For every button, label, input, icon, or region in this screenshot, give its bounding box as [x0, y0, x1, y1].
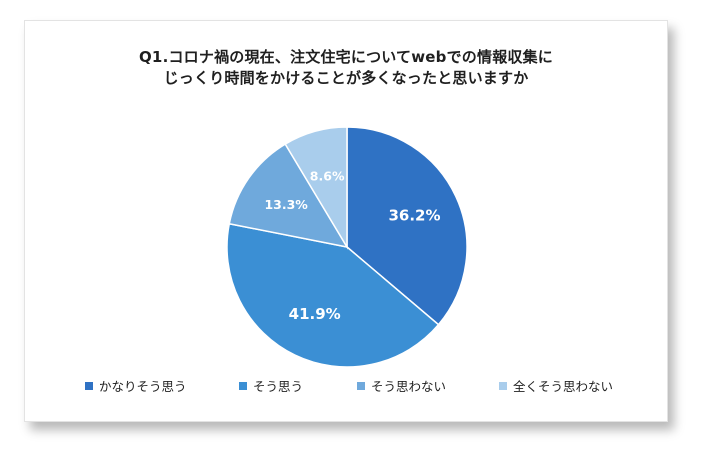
legend-swatch-3 [357, 381, 365, 390]
pie-slice-3 [228, 143, 349, 249]
legend-item-2: そう思う [239, 376, 303, 395]
chart-title-line-2: じっくり時間をかけることが多くなったと思いますか [163, 69, 529, 87]
legend-swatch-2 [239, 381, 247, 390]
pie-slice-label-2: 41.9% [289, 305, 341, 323]
chart-legend: かなりそう思う そう思う そう思わない 全くそう思わない [25, 376, 667, 396]
legend-label-1: かなりそう思う [99, 379, 187, 394]
chart-title-line-1: Q1.コロナ禍の現在、注文住宅についてwebでの情報収集に [138, 48, 553, 66]
pie-slice-4 [284, 126, 348, 250]
legend-item-4: 全くそう思わない [499, 376, 613, 395]
legend-label-3: そう思わない [371, 379, 447, 394]
pie-slice-label-3: 13.3% [264, 197, 308, 212]
pie-slice-1 [346, 126, 468, 326]
legend-item-3: そう思わない [357, 376, 446, 395]
chart-title: Q1.コロナ禍の現在、注文住宅についてwebでの情報収集に じっくり時間をかける… [25, 47, 667, 89]
legend-label-4: 全くそう思わない [513, 379, 614, 394]
legend-swatch-4 [499, 381, 507, 390]
pie-slice-label-1: 36.2% [388, 207, 440, 225]
pie-chart: 36.2% 41.9% 13.3%8.6% [226, 126, 468, 368]
legend-label-2: そう思う [253, 379, 304, 394]
pie-slice-2 [226, 222, 440, 368]
legend-item-1: かなりそう思う [85, 376, 187, 395]
chart-card: Q1.コロナ禍の現在、注文住宅についてwebでの情報収集に じっくり時間をかける… [24, 20, 668, 422]
pie-slice-label-4: 8.6% [310, 168, 345, 183]
legend-swatch-1 [85, 381, 93, 390]
